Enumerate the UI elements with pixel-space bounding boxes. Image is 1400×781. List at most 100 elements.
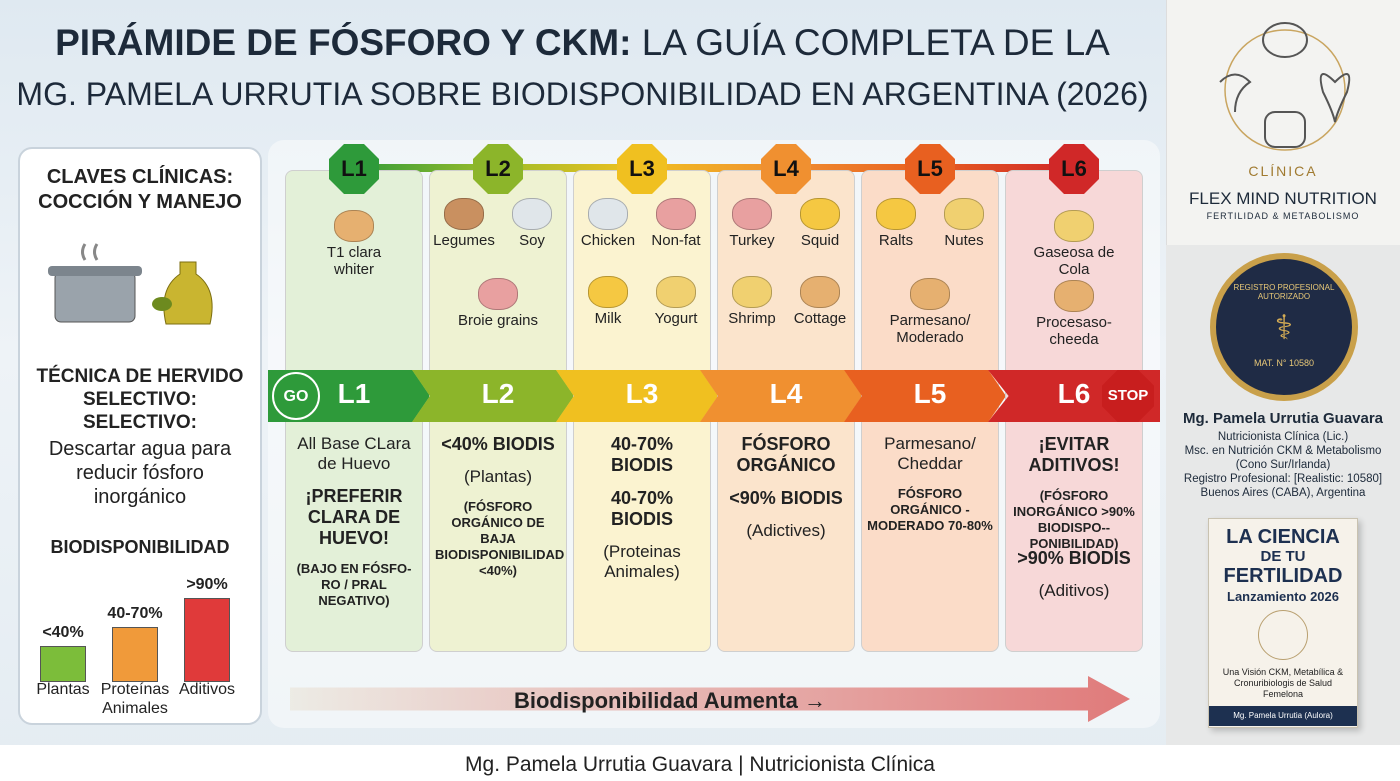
stop-badge: STOP xyxy=(1102,370,1154,422)
clinic-kicker: CLÍNICA xyxy=(1248,163,1318,179)
food-label: T1 clara whiter xyxy=(326,244,382,278)
bio-bar xyxy=(40,646,86,682)
bio-bar-label: >90% xyxy=(186,576,228,593)
food-icon xyxy=(334,210,374,242)
uterus-icon xyxy=(1219,73,1252,113)
level-detail: <40% BIODIS xyxy=(441,434,555,454)
level-detail: All Base CLara de Huevo xyxy=(297,434,411,473)
food-label: Ralts xyxy=(878,232,914,249)
profile-line: (Cono Sur/Irlanda) xyxy=(1235,459,1331,471)
food-label: Chicken xyxy=(580,232,636,249)
food-icon xyxy=(478,278,518,310)
level-badge: L1 xyxy=(329,144,379,194)
clinic-logo xyxy=(1219,22,1351,151)
profile-lines: Nutricionista Clínica (Lic.) Msc. en Nutr… xyxy=(1166,430,1400,500)
level-badge: L4 xyxy=(761,144,811,194)
cooking-icons xyxy=(48,243,213,325)
food-label: Legumes xyxy=(433,232,495,249)
level-detail: (FÓSFORO INORGÁNICO >90% BIODISPO-- PONI… xyxy=(1013,488,1135,551)
bio-bar-category: Plantas xyxy=(36,681,90,698)
heart-icon xyxy=(1319,73,1351,123)
level-detail: <90% BIODIS xyxy=(729,488,843,508)
book-blurb: Una Visión CKM, Metabílica & Cronuribiol… xyxy=(1222,667,1344,699)
food-icon xyxy=(512,198,552,230)
bio-bar-label: 40-70% xyxy=(107,605,163,622)
bio-bar xyxy=(184,598,230,682)
food-label: Shrimp xyxy=(728,310,776,327)
clinic-name: FLEX MIND NUTRITION xyxy=(1189,189,1377,208)
food-icon xyxy=(656,276,696,308)
level-detail: Parmesano/ Cheddar xyxy=(884,434,976,473)
technique-text: Descartar agua para reducir fósforo inor… xyxy=(48,438,232,508)
bio-bar-category: Aditivos xyxy=(178,681,236,698)
seal-bottom: MAT. N° 10580 xyxy=(1254,358,1314,368)
level-detail: (Adictives) xyxy=(746,521,826,540)
footer: Mg. Pamela Urrutia Guavara | Nutricionis… xyxy=(465,753,935,776)
food-icon xyxy=(656,198,696,230)
food-icon xyxy=(876,198,916,230)
level-band xyxy=(556,370,718,422)
level-band-label: L5 xyxy=(913,378,947,409)
sidebar-title: CLAVES CLÍNICAS: COCCIÓN Y MANEJO xyxy=(38,166,242,213)
title: PIRÁMIDE DE FÓSFORO Y CKM: LA GUÍA COMPL… xyxy=(0,22,1165,64)
food-label: Nutes xyxy=(944,232,984,249)
profile-name: Mg. Pamela Urrutia Guavara xyxy=(1182,410,1384,427)
oil-bottle xyxy=(163,261,213,325)
level-detail: 40-70% BIODIS xyxy=(610,434,674,475)
food-label: Cottage xyxy=(793,310,847,327)
book-line2: DE TU xyxy=(1260,548,1306,565)
level-detail: (FÓSFORO ORGÁNICO DE BAJA BIODISPONIBILI… xyxy=(435,499,565,578)
level-detail: (Proteinas Animales) xyxy=(603,542,681,581)
food-icon xyxy=(732,276,772,308)
profile-line: Msc. en Nutrición CKM & Metabolismo xyxy=(1184,445,1382,457)
bio-title: BIODISPONIBILIDAD xyxy=(50,537,230,557)
go-badge: GO xyxy=(272,372,320,420)
title-bold: PIRÁMIDE DE FÓSFORO Y CKM: xyxy=(55,22,632,63)
level-band xyxy=(844,370,1006,422)
profile-line: Buenos Aires (CABA), Argentina xyxy=(1200,487,1366,499)
book-line3: FERTILIDAD xyxy=(1223,565,1343,587)
level-detail: FÓSFORO ORGÁNICO xyxy=(736,434,836,475)
level-band xyxy=(412,370,574,422)
level-detail: (Aditivos) xyxy=(1038,581,1110,600)
food-icon xyxy=(910,278,950,310)
level-band-label: L2 xyxy=(481,378,515,409)
level-detail: ¡PREFERIR CLARA DE HUEVO! xyxy=(305,486,403,548)
profile-line: Nutricionista Clínica (Lic.) xyxy=(1217,431,1349,443)
subtitle: MG. PAMELA URRUTIA SOBRE BIODISPONIBILID… xyxy=(16,76,1149,112)
brain-icon xyxy=(1262,22,1308,58)
level-band xyxy=(700,370,862,422)
food-icon xyxy=(588,276,628,308)
book-release: Lanzamiento 2026 xyxy=(1227,589,1339,604)
level-badge: L6 xyxy=(1049,144,1099,194)
clinic-tagline: FERTILIDAD & METABOLISMO xyxy=(1206,211,1360,221)
olive xyxy=(152,297,172,311)
seal xyxy=(1210,253,1358,401)
bio-bar-category: Proteínas Animales xyxy=(100,681,170,717)
bio-bar xyxy=(112,627,158,682)
level-detail: (Plantas) xyxy=(463,467,533,486)
food-label: Non-fat xyxy=(651,232,701,249)
level-badge: L3 xyxy=(617,144,667,194)
level-band-label: L6 xyxy=(1057,378,1091,409)
level-detail: (BAJO EN FÓSFO-RO / PRAL NEGATIVO) xyxy=(296,561,412,608)
seal-caduceus: ⚕ xyxy=(1274,309,1294,347)
level-detail: >90% BIODIS xyxy=(1017,548,1131,568)
food-icon xyxy=(1054,210,1094,242)
seal-top: REGISTRO PROFESIONAL AUTORIZADO xyxy=(1233,283,1335,301)
food-icon xyxy=(444,198,484,230)
level-detail: FÓSFORO ORGÁNICO - MODERADO 70-80% xyxy=(867,486,993,533)
bio-bar-label: <40% xyxy=(42,624,84,641)
food-icon xyxy=(732,198,772,230)
food-label: Procesaso-cheeda xyxy=(1036,314,1112,348)
profile-line: Registro Profesional: [Realistic: 10580] xyxy=(1183,473,1383,485)
bio-bars: <40% Plantas 40-70% Proteínas Animales >90% A… xyxy=(30,560,250,720)
food-icon xyxy=(1054,280,1094,312)
footer-bar xyxy=(0,745,1400,781)
food-label: Milk xyxy=(594,310,622,327)
arrow-label: Biodisponibilidad Aumenta → xyxy=(513,688,827,713)
food-label: Broie grains xyxy=(457,312,539,329)
gut-icon xyxy=(1264,111,1306,148)
levels: L1 T1 clara whiter L1 All Base CLara de Hue… xyxy=(268,144,1160,652)
